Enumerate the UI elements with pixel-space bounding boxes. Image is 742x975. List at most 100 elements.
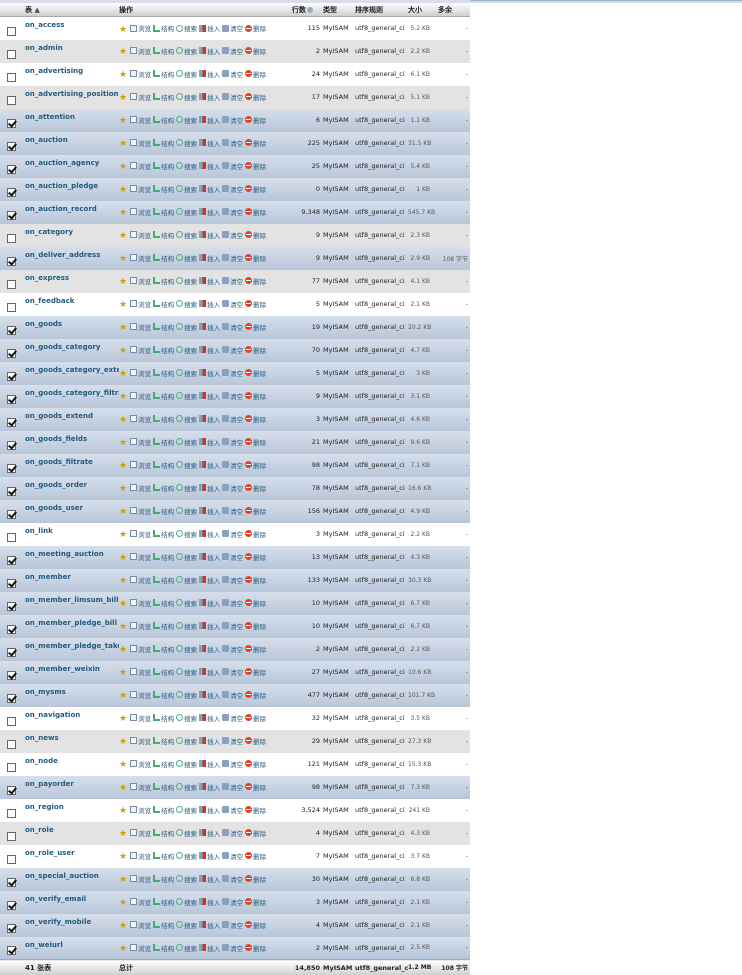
favorite-star-icon[interactable]: ★ xyxy=(119,302,128,309)
insert-action[interactable]: 插入 xyxy=(199,598,220,608)
browse-action[interactable]: 浏览 xyxy=(130,713,151,723)
table-name-link[interactable]: on_payorder xyxy=(25,776,119,799)
favorite-star-icon[interactable]: ★ xyxy=(119,486,128,493)
structure-action[interactable]: 结构 xyxy=(153,736,174,746)
browse-action[interactable]: 浏览 xyxy=(130,368,151,378)
table-name-link[interactable]: on_special_auction xyxy=(25,868,119,891)
search-action[interactable]: 搜索 xyxy=(176,437,197,447)
search-action[interactable]: 搜索 xyxy=(176,759,197,769)
table-name-link[interactable]: on_goods_extend xyxy=(25,408,119,431)
search-action[interactable]: 搜索 xyxy=(176,253,197,263)
empty-action[interactable]: 清空 xyxy=(222,414,243,424)
browse-action[interactable]: 浏览 xyxy=(130,552,151,562)
search-action[interactable]: 搜索 xyxy=(176,690,197,700)
table-name-link[interactable]: on_member_pledge_bill xyxy=(25,615,119,638)
browse-action[interactable]: 浏览 xyxy=(130,69,151,79)
table-name-link[interactable]: on_advertising_position xyxy=(25,86,119,109)
drop-action[interactable]: 删除 xyxy=(245,345,266,355)
insert-action[interactable]: 插入 xyxy=(199,46,220,56)
table-name-link[interactable]: on_member_weixin xyxy=(25,661,119,684)
browse-action[interactable]: 浏览 xyxy=(130,690,151,700)
table-name-link[interactable]: on_navigation xyxy=(25,707,119,730)
row-checkbox[interactable] xyxy=(7,119,16,128)
favorite-star-icon[interactable]: ★ xyxy=(119,624,128,631)
row-checkbox[interactable] xyxy=(7,556,16,565)
structure-action[interactable]: 结构 xyxy=(153,483,174,493)
empty-action[interactable]: 清空 xyxy=(222,644,243,654)
search-action[interactable]: 搜索 xyxy=(176,322,197,332)
table-name-link[interactable]: on_auction_record xyxy=(25,201,119,224)
drop-action[interactable]: 删除 xyxy=(245,138,266,148)
search-action[interactable]: 搜索 xyxy=(176,276,197,286)
structure-action[interactable]: 结构 xyxy=(153,23,174,33)
empty-action[interactable]: 清空 xyxy=(222,782,243,792)
table-name-link[interactable]: on_verify_email xyxy=(25,891,119,914)
structure-action[interactable]: 结构 xyxy=(153,575,174,585)
drop-action[interactable]: 删除 xyxy=(245,46,266,56)
browse-action[interactable]: 浏览 xyxy=(130,483,151,493)
browse-action[interactable]: 浏览 xyxy=(130,529,151,539)
table-name-link[interactable]: on_member xyxy=(25,569,119,592)
favorite-star-icon[interactable]: ★ xyxy=(119,233,128,240)
drop-action[interactable]: 删除 xyxy=(245,529,266,539)
drop-action[interactable]: 删除 xyxy=(245,253,266,263)
insert-action[interactable]: 插入 xyxy=(199,345,220,355)
browse-action[interactable]: 浏览 xyxy=(130,207,151,217)
empty-action[interactable]: 清空 xyxy=(222,299,243,309)
insert-action[interactable]: 插入 xyxy=(199,920,220,930)
drop-action[interactable]: 删除 xyxy=(245,368,266,378)
search-action[interactable]: 搜索 xyxy=(176,851,197,861)
search-action[interactable]: 搜索 xyxy=(176,943,197,953)
favorite-star-icon[interactable]: ★ xyxy=(119,27,128,34)
insert-action[interactable]: 插入 xyxy=(199,713,220,723)
row-checkbox[interactable] xyxy=(7,395,16,404)
browse-action[interactable]: 浏览 xyxy=(130,759,151,769)
structure-action[interactable]: 结构 xyxy=(153,828,174,838)
table-name-link[interactable]: on_access xyxy=(25,17,119,40)
search-action[interactable]: 搜索 xyxy=(176,184,197,194)
favorite-star-icon[interactable]: ★ xyxy=(119,831,128,838)
drop-action[interactable]: 删除 xyxy=(245,943,266,953)
browse-action[interactable]: 浏览 xyxy=(130,667,151,677)
insert-action[interactable]: 插入 xyxy=(199,414,220,424)
structure-action[interactable]: 结构 xyxy=(153,598,174,608)
search-action[interactable]: 搜索 xyxy=(176,713,197,723)
row-checkbox[interactable] xyxy=(7,694,16,703)
insert-action[interactable]: 插入 xyxy=(199,437,220,447)
empty-action[interactable]: 清空 xyxy=(222,184,243,194)
search-action[interactable]: 搜索 xyxy=(176,920,197,930)
favorite-star-icon[interactable]: ★ xyxy=(119,187,128,194)
favorite-star-icon[interactable]: ★ xyxy=(119,49,128,56)
browse-action[interactable]: 浏览 xyxy=(130,437,151,447)
table-name-link[interactable]: on_goods_filtrate xyxy=(25,454,119,477)
favorite-star-icon[interactable]: ★ xyxy=(119,647,128,654)
browse-action[interactable]: 浏览 xyxy=(130,575,151,585)
insert-action[interactable]: 插入 xyxy=(199,667,220,677)
favorite-star-icon[interactable]: ★ xyxy=(119,923,128,930)
insert-action[interactable]: 插入 xyxy=(199,782,220,792)
search-action[interactable]: 搜索 xyxy=(176,667,197,677)
row-checkbox[interactable] xyxy=(7,165,16,174)
empty-action[interactable]: 清空 xyxy=(222,69,243,79)
insert-action[interactable]: 插入 xyxy=(199,92,220,102)
drop-action[interactable]: 删除 xyxy=(245,276,266,286)
search-action[interactable]: 搜索 xyxy=(176,368,197,378)
table-name-link[interactable]: on_goods_category_extend xyxy=(25,362,119,385)
header-type[interactable]: 类型 xyxy=(323,3,355,17)
insert-action[interactable]: 插入 xyxy=(199,299,220,309)
row-checkbox[interactable] xyxy=(7,50,16,59)
structure-action[interactable]: 结构 xyxy=(153,759,174,769)
